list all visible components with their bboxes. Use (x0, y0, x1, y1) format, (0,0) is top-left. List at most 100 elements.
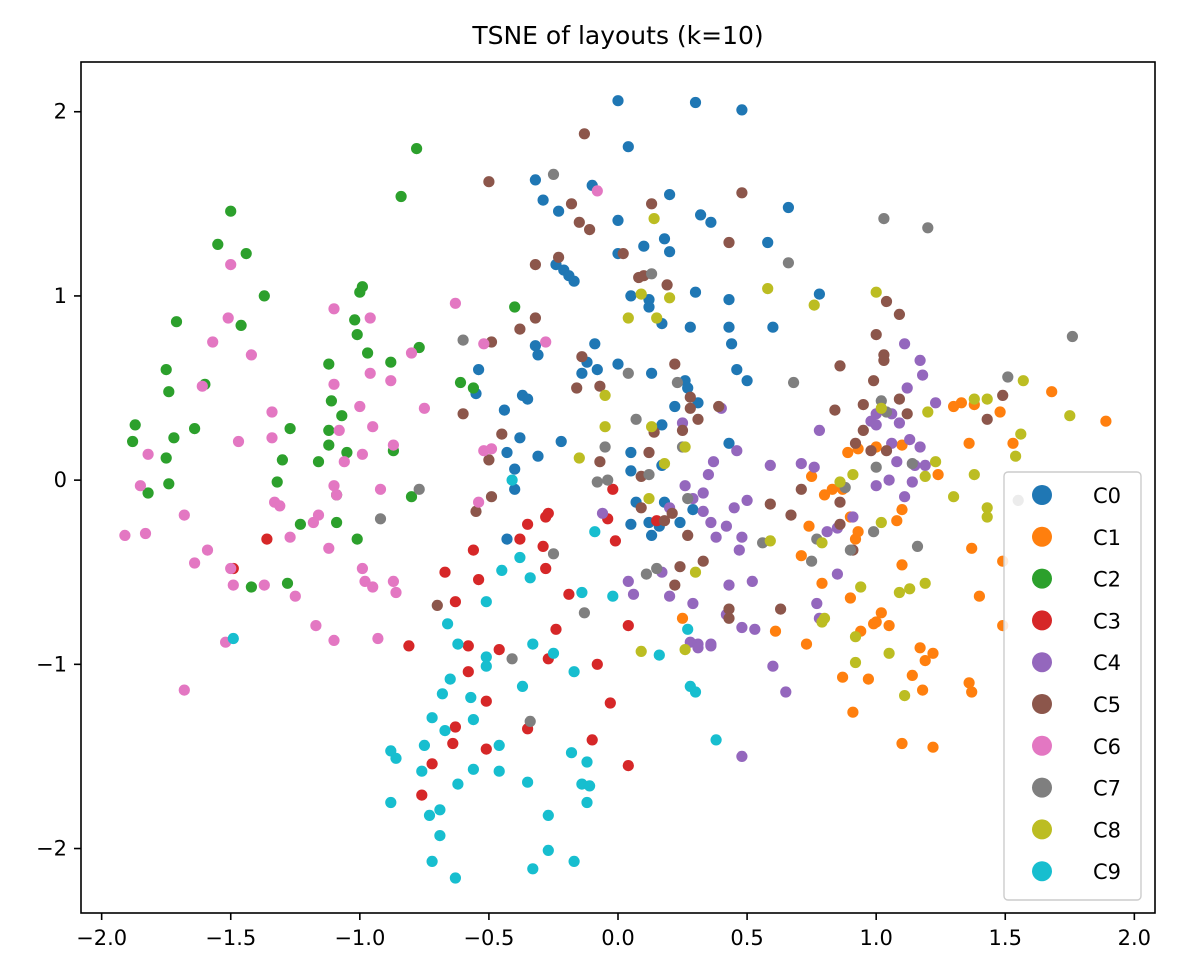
legend-marker-c8 (1032, 819, 1052, 840)
point-c3-27 (586, 734, 598, 746)
point-c0-62 (509, 483, 521, 495)
point-c9-1 (589, 526, 601, 538)
point-c7-37 (651, 562, 663, 575)
point-c0-69 (625, 518, 637, 530)
point-c8-33 (816, 537, 828, 549)
point-c4-57 (831, 568, 844, 580)
point-c9-4 (524, 572, 536, 584)
point-c0-21 (568, 275, 580, 287)
point-c3-5 (540, 562, 552, 575)
point-c2-29 (323, 424, 335, 436)
point-c9-9 (452, 638, 464, 650)
point-c0-34 (529, 340, 542, 352)
point-c4-9 (914, 441, 926, 453)
point-c6-23 (266, 432, 278, 444)
point-c8-43 (849, 656, 862, 669)
point-c4-58 (811, 597, 823, 610)
point-c4-37 (749, 623, 761, 635)
point-c9-51 (227, 632, 239, 645)
point-c8-13 (1017, 375, 1029, 387)
y-tick-label: 1 (54, 284, 67, 308)
point-c6-4 (245, 349, 257, 361)
point-c7-16 (870, 461, 882, 473)
point-c1-44 (963, 677, 975, 689)
point-c2-11 (351, 329, 363, 341)
point-c6-14 (367, 421, 379, 433)
point-c3-30 (622, 760, 634, 772)
point-c9-32 (522, 776, 534, 788)
point-c6-52 (310, 620, 322, 632)
point-c8-29 (948, 491, 960, 503)
point-c3-16 (550, 623, 562, 635)
point-c5-39 (669, 579, 681, 591)
point-c4-31 (736, 531, 748, 543)
point-c5-26 (676, 424, 689, 436)
point-c1-29 (973, 590, 986, 602)
point-c8-37 (849, 631, 862, 643)
point-c0-59 (625, 465, 637, 477)
point-c1-12 (806, 470, 818, 482)
point-c0-24 (689, 286, 702, 298)
point-c0-37 (591, 364, 603, 376)
point-c0-39 (612, 358, 624, 370)
point-c2-12 (362, 347, 374, 359)
point-c5-46 (795, 483, 807, 495)
point-c7-8 (1002, 371, 1014, 383)
point-c1-17 (896, 504, 908, 516)
y-tick-label: −2 (36, 837, 67, 861)
chart-title: TSNE of layouts (k=10) (471, 21, 763, 50)
point-c3-2 (537, 540, 549, 553)
point-c7-14 (599, 441, 611, 453)
point-c5-16 (576, 351, 588, 363)
point-c7-5 (788, 376, 800, 389)
point-c8-3 (648, 213, 660, 225)
point-c1-22 (966, 542, 978, 554)
point-c1-34 (800, 638, 813, 650)
point-c5-30 (483, 454, 495, 466)
point-c5-59 (893, 308, 906, 320)
point-c6-48 (367, 581, 379, 593)
point-c5-4 (565, 198, 578, 210)
point-c7-28 (911, 540, 924, 553)
point-c0-48 (731, 364, 743, 376)
point-c0-44 (522, 393, 534, 405)
point-c7-12 (630, 413, 642, 425)
point-c6-42 (284, 531, 296, 543)
point-c1-5 (948, 400, 960, 413)
point-c7-20 (591, 476, 603, 488)
point-c6-7 (196, 380, 208, 392)
point-c8-24 (1010, 450, 1022, 462)
point-c1-41 (837, 671, 849, 683)
point-c9-11 (480, 660, 492, 672)
point-c9-0 (506, 474, 518, 486)
point-c2-9 (356, 281, 368, 293)
legend-marker-c0 (1032, 485, 1052, 505)
legend-marker-c1 (1032, 526, 1052, 547)
point-c7-33 (578, 607, 591, 619)
point-c4-32 (733, 544, 745, 556)
point-c3-10 (563, 588, 575, 600)
point-c1-50 (676, 612, 689, 624)
legend-label-c2: C2 (1093, 568, 1121, 592)
point-c9-30 (493, 765, 505, 777)
point-c6-54 (372, 632, 384, 645)
point-c4-52 (780, 686, 792, 698)
point-c3-19 (591, 658, 603, 670)
point-c0-16 (638, 240, 650, 252)
point-c1-11 (842, 446, 854, 459)
point-c8-21 (930, 456, 942, 468)
point-c0-35 (532, 349, 544, 361)
point-c8-19 (658, 458, 671, 470)
point-c0-51 (669, 400, 681, 413)
point-c9-26 (416, 765, 428, 777)
point-c8-20 (573, 452, 585, 464)
point-c2-6 (170, 316, 183, 328)
y-tick-label: 0 (54, 468, 67, 492)
point-c5-35 (635, 502, 647, 514)
point-c4-51 (767, 660, 779, 672)
point-c9-37 (423, 809, 436, 822)
point-c7-2 (922, 222, 934, 234)
point-c4-10 (891, 456, 903, 468)
point-c4-60 (870, 480, 882, 492)
